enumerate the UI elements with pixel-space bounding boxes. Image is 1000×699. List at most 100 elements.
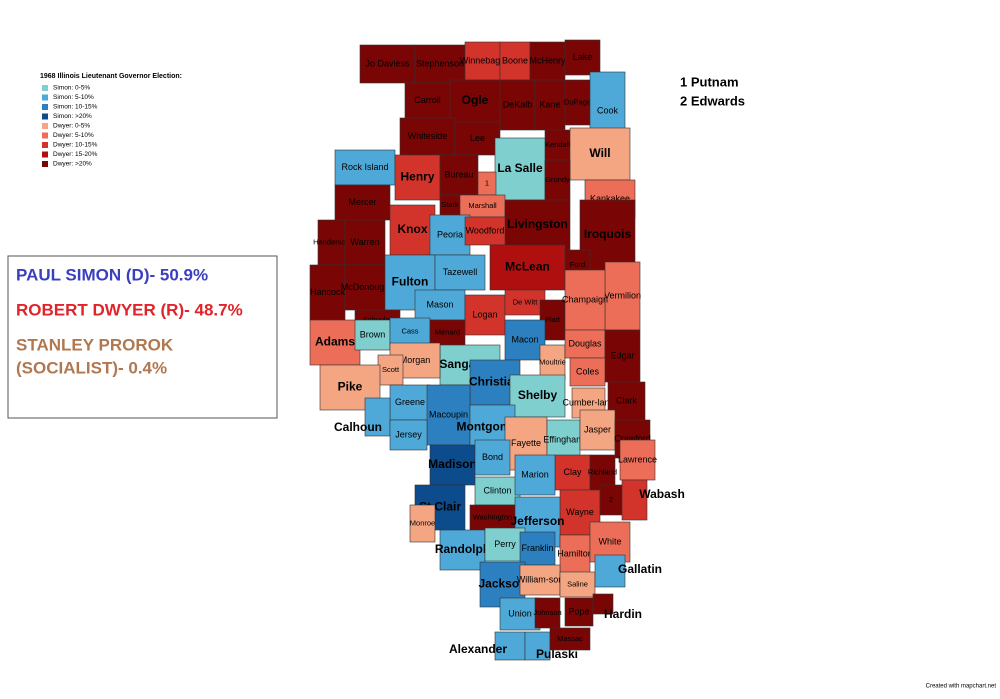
county — [544, 159, 571, 201]
legend-swatch — [42, 104, 48, 110]
legend-label: Simon: 5-10% — [53, 94, 94, 101]
county-label: Madison — [428, 457, 477, 471]
county-label: Alexander — [449, 642, 507, 656]
county — [449, 79, 501, 123]
county — [539, 344, 566, 381]
county — [499, 79, 536, 131]
county-label: Stark — [441, 200, 459, 209]
county — [377, 354, 404, 386]
county-label: DuPage — [564, 97, 591, 106]
county-label: Johnson — [533, 608, 561, 617]
county-label: Marion — [521, 469, 549, 479]
county-label: McLean — [505, 260, 550, 274]
county-label: Brown — [360, 329, 386, 339]
county-label: Warren — [350, 237, 379, 247]
county-label: Bond — [482, 452, 503, 462]
county — [509, 374, 566, 418]
county-label: Massac — [557, 634, 583, 643]
county — [404, 82, 451, 119]
county-label: Jo Daviess — [365, 58, 410, 68]
county-label: Lawrence — [618, 454, 657, 464]
county-label: Union — [508, 608, 532, 618]
legend-label: Dwyer: 5-10% — [53, 132, 94, 139]
county-label: Clinton — [483, 485, 511, 495]
legend-swatch — [42, 123, 48, 129]
county-label: Shelby — [518, 388, 558, 402]
county — [494, 137, 546, 201]
county-label: Marshall — [468, 201, 497, 210]
county-label: White — [598, 536, 621, 546]
county — [364, 397, 391, 437]
results-box — [7, 255, 278, 419]
county-label: Fulton — [392, 275, 429, 289]
county-label: Christian — [469, 375, 521, 389]
result-line: (SOCIALIST)- 0.4% — [16, 358, 167, 377]
county-label: Macoupin — [429, 409, 468, 419]
county — [309, 319, 361, 366]
county-label: Monroe — [410, 518, 435, 527]
county-label: Rock Island — [341, 162, 388, 172]
county-label: Saline — [567, 579, 588, 588]
county-label: Jackson — [478, 577, 526, 591]
county-label: Tazewell — [443, 267, 478, 277]
county-label: Cook — [597, 105, 619, 115]
county — [389, 384, 431, 421]
county-label: Will — [589, 146, 610, 160]
legend-swatch — [42, 113, 48, 120]
county-label: Stephenson — [416, 58, 464, 68]
county-label: Pope — [568, 606, 589, 616]
county — [519, 564, 561, 596]
county — [524, 631, 551, 661]
county-label: Woodford — [466, 225, 505, 235]
credit: Created with mapchart.net — [926, 684, 997, 690]
county — [454, 121, 501, 156]
county-label: Cumber-land — [562, 397, 614, 407]
county — [592, 593, 614, 615]
county-label: Knox — [398, 222, 428, 236]
county-label: Cass — [401, 326, 418, 335]
county — [514, 454, 556, 496]
county-label: Franklin — [521, 543, 553, 553]
county — [394, 154, 441, 201]
county — [464, 294, 506, 336]
county-label: Fayette — [511, 438, 541, 448]
county-label: McHenry — [529, 55, 566, 65]
county-label: Lake — [573, 52, 593, 62]
county-label: Jersey — [395, 429, 422, 439]
county — [414, 44, 466, 84]
county-label: Henderson — [313, 237, 350, 246]
county-label: 2 — [609, 495, 613, 504]
county — [354, 319, 391, 351]
legend-swatch — [42, 94, 48, 101]
county-label: Piatt — [545, 315, 561, 324]
county-label: Gallatin — [618, 562, 662, 576]
county-label: Logan — [472, 309, 497, 319]
county-label: Randolph — [435, 542, 490, 556]
county — [499, 597, 541, 631]
county — [564, 329, 606, 359]
county — [564, 39, 601, 76]
county-label: Bureau — [444, 169, 473, 179]
county — [309, 264, 346, 321]
legend-label: Simon: 10-15% — [53, 104, 98, 111]
county-label: Hardin — [604, 607, 642, 621]
legend-label: Simon: 0-5% — [53, 85, 90, 92]
county-label: Vermilion — [604, 290, 641, 300]
result-line: STANLEY PROROK — [16, 335, 174, 354]
county-label: Grundy — [545, 175, 570, 184]
county-label: Livingston — [507, 217, 568, 231]
county-label: Boone — [502, 55, 528, 65]
county — [604, 329, 641, 383]
county-label: Calhoun — [334, 420, 382, 434]
county-label: Moultrie — [539, 357, 566, 366]
legend-swatch — [42, 142, 48, 148]
county-label: Morgan — [400, 355, 431, 365]
county-label: Adams — [315, 335, 355, 349]
county-label: Wayne — [566, 507, 594, 517]
county-label: Kendall — [545, 140, 570, 149]
county-label: McDonough — [341, 282, 390, 292]
county — [334, 149, 396, 186]
county-label: Carroll — [414, 95, 441, 105]
county-label: Champaign — [562, 294, 608, 304]
